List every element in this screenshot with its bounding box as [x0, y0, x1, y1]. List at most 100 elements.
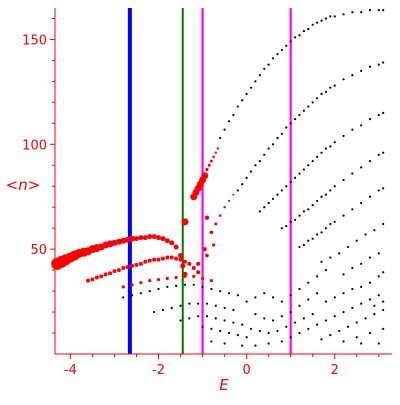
data-point-0-52 [178, 257, 183, 262]
data-point-1-103 [377, 153, 380, 156]
data-point-1-73 [307, 164, 310, 167]
data-point-1-42 [276, 136, 279, 140]
data-point-0-77 [209, 159, 213, 163]
data-point-1-36 [249, 170, 253, 173]
data-point-1-93 [311, 204, 314, 207]
data-point-1-233 [351, 287, 354, 291]
data-point-0-66 [200, 276, 205, 281]
data-point-1-190 [263, 317, 266, 320]
data-point-1-45 [289, 122, 292, 125]
data-point-1-92 [307, 208, 310, 211]
data-point-0-62 [165, 276, 169, 281]
data-point-0-50 [169, 255, 174, 260]
data-point-1-65 [271, 197, 275, 200]
data-point-1-220 [338, 329, 341, 333]
data-point-1-196 [316, 292, 319, 295]
data-point-1-72 [302, 168, 305, 171]
data-point-1-57 [351, 74, 354, 77]
data-point-1-130 [360, 262, 363, 265]
data-point-1-198 [254, 296, 257, 299]
data-point-1-215 [360, 302, 363, 305]
data-point-0-79 [214, 151, 217, 154]
data-point-1-173 [236, 334, 239, 337]
data-point-1-186 [293, 321, 297, 324]
data-point-0-56 [196, 270, 201, 275]
data-point-1-32 [382, 8, 385, 12]
data-point-1-0 [219, 136, 222, 140]
x-tick-label-2: 0 [242, 363, 250, 378]
data-point-1-217 [377, 294, 380, 297]
data-point-1-52 [320, 92, 323, 96]
data-point-1-234 [373, 304, 376, 307]
data-point-1-137 [122, 296, 125, 299]
data-point-1-193 [289, 310, 292, 314]
data-point-1-127 [382, 222, 385, 226]
data-point-1-154 [179, 304, 182, 307]
data-point-1-197 [245, 300, 248, 303]
data-point-1-237 [360, 342, 363, 345]
data-point-0-36 [108, 271, 113, 276]
data-point-1-107 [307, 239, 310, 242]
data-point-1-117 [368, 195, 372, 198]
data-point-1-74 [311, 159, 314, 163]
data-point-1-85 [382, 111, 385, 114]
data-point-1-14 [280, 48, 283, 52]
data-point-1-192 [280, 315, 283, 318]
data-point-1-113 [333, 220, 336, 223]
data-point-1-101 [360, 166, 363, 169]
data-point-0-83 [214, 222, 218, 226]
data-point-0-59 [139, 281, 143, 285]
data-point-1-175 [210, 340, 213, 343]
data-point-1-149 [227, 292, 231, 295]
data-point-0-68 [181, 218, 189, 226]
data-point-1-31 [377, 8, 380, 12]
data-point-1-202 [289, 294, 292, 297]
data-point-1-213 [342, 310, 345, 314]
data-point-1-229 [382, 327, 385, 330]
data-point-0-63 [174, 275, 178, 280]
data-point-1-80 [342, 134, 345, 138]
data-point-1-206 [324, 269, 328, 272]
data-point-1-168 [241, 323, 244, 326]
data-point-1-204 [307, 281, 310, 284]
data-point-1-171 [219, 329, 222, 333]
data-point-1-40 [267, 147, 270, 150]
data-point-0-49 [165, 255, 170, 260]
data-point-1-134 [368, 281, 372, 284]
data-point-0-19 [138, 235, 144, 241]
data-point-0-65 [192, 274, 196, 279]
data-point-1-160 [232, 308, 235, 312]
data-point-1-70 [293, 176, 297, 179]
data-point-1-8 [254, 80, 257, 83]
data-point-1-49 [307, 105, 310, 108]
data-point-1-89 [293, 218, 297, 221]
data-point-0-60 [148, 279, 152, 283]
data-point-1-59 [368, 65, 372, 68]
data-point-1-129 [351, 266, 354, 270]
data-point-1-151 [153, 310, 156, 314]
vertical-lines [127, 8, 292, 354]
data-point-0-78 [212, 155, 215, 159]
data-point-1-164 [205, 315, 209, 318]
data-point-1-143 [175, 284, 178, 287]
data-point-1-138 [130, 294, 134, 297]
data-point-1-67 [280, 189, 283, 192]
data-point-1-212 [333, 315, 336, 318]
data-point-1-211 [324, 319, 328, 322]
data-point-1-208 [298, 331, 301, 335]
x-tick-label-0: -4 [64, 363, 77, 378]
data-point-1-9 [258, 74, 261, 77]
data-point-1-24 [324, 17, 328, 20]
data-point-1-166 [223, 319, 226, 322]
data-point-1-194 [298, 304, 301, 307]
data-point-0-45 [147, 258, 152, 263]
data-point-1-75 [316, 155, 319, 158]
data-point-1-7 [249, 86, 253, 89]
data-point-0-23 [156, 235, 162, 241]
data-point-1-153 [170, 306, 173, 309]
data-point-1-104 [382, 151, 385, 154]
data-point-0-38 [116, 268, 121, 273]
data-point-0-35 [103, 272, 108, 277]
data-point-0-40 [125, 264, 130, 269]
